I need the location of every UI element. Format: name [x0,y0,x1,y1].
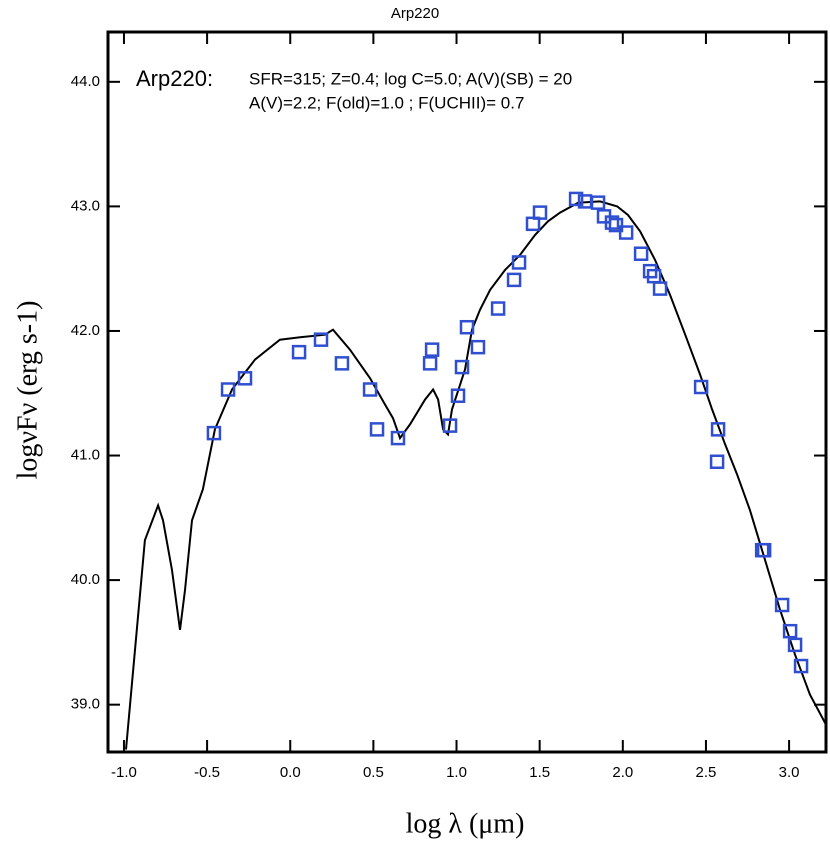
data-point [633,246,649,261]
data-point [313,332,329,347]
data-point [442,418,458,433]
data-point [369,422,385,437]
data-point [291,344,307,360]
data-point [608,217,624,233]
data-point [568,191,584,207]
data-point [459,319,475,335]
data-point [787,637,803,653]
data-point [334,356,350,371]
data-point [652,281,668,296]
annotation: SFR=315; Z=0.4; log C=5.0; A(V)(SB) = 20 [249,69,572,88]
y-tick-label: 42.0 [71,322,100,339]
x-tick-label: 0.5 [363,764,384,781]
data-point [618,225,634,240]
data-point [590,195,606,210]
data-point [710,422,726,437]
y-axis-label: logνFν (erg s-1) [12,301,43,480]
x-tick-label: 3.0 [779,764,800,781]
x-tick-label: 1.0 [446,764,467,781]
y-tick-label: 39.0 [71,696,100,713]
y-tick-label: 40.0 [71,571,100,588]
y-tick-label: 41.0 [71,446,100,463]
x-tick-label: 2.0 [612,764,633,781]
data-point [390,430,406,446]
data-point [756,542,772,558]
x-tick-label: 2.5 [696,764,717,781]
model-line [125,200,827,750]
x-tick-label: -1.0 [111,764,137,781]
data-point [450,388,466,403]
data-point [220,382,236,397]
data-point [206,425,222,441]
data-point [362,382,378,397]
data-point [422,356,438,371]
x-tick-label: 0.0 [280,764,301,781]
data-point [470,339,486,355]
data-point [237,371,253,386]
data-point [693,379,709,395]
data-point [454,359,470,375]
annotation: A(V)=2.2; F(old)=1.0 ; F(UCHII)= 0.7 [249,93,524,112]
data-point [709,454,725,470]
plot-frame [106,30,828,754]
data-point [774,597,790,613]
y-tick-label: 44.0 [71,73,100,90]
data-point [506,272,522,288]
data-point [511,255,527,270]
y-tick-label: 43.0 [71,197,100,214]
annotation: Arp220: [136,66,213,91]
data-point [782,623,798,639]
data-point [424,342,440,357]
x-axis-label: log λ (μm) [406,808,525,839]
data-point [532,205,548,220]
chart-title: Arp220 [391,5,439,22]
x-tick-label: 1.5 [529,764,550,781]
data-point [490,301,506,316]
data-point [793,658,809,674]
data-point [604,215,620,230]
x-tick-label: -0.5 [194,764,220,781]
